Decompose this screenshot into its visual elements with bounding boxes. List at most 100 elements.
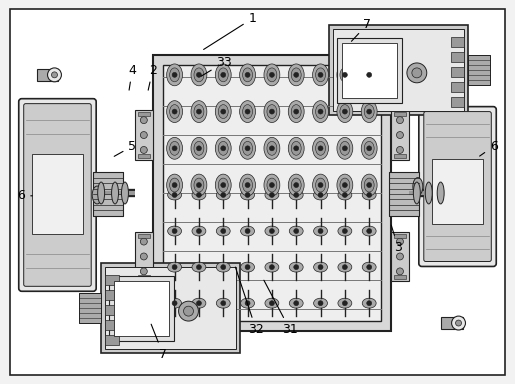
- Ellipse shape: [239, 174, 255, 196]
- Circle shape: [294, 265, 299, 270]
- Ellipse shape: [316, 104, 325, 119]
- Circle shape: [452, 316, 466, 330]
- Circle shape: [172, 228, 177, 233]
- Bar: [394, 112, 406, 116]
- Ellipse shape: [241, 262, 254, 272]
- FancyBboxPatch shape: [419, 107, 496, 266]
- Bar: [105, 267, 236, 349]
- Bar: [342, 43, 397, 98]
- Circle shape: [141, 238, 147, 245]
- Ellipse shape: [265, 262, 279, 272]
- Bar: [109, 276, 174, 341]
- Circle shape: [342, 192, 347, 197]
- Circle shape: [397, 146, 403, 154]
- Bar: [153, 55, 391, 331]
- Ellipse shape: [338, 298, 352, 308]
- Ellipse shape: [313, 101, 329, 122]
- Circle shape: [47, 68, 61, 82]
- Circle shape: [342, 109, 347, 114]
- Circle shape: [318, 265, 323, 270]
- Ellipse shape: [265, 226, 279, 236]
- Ellipse shape: [192, 298, 206, 308]
- Circle shape: [196, 192, 201, 197]
- Ellipse shape: [338, 190, 352, 200]
- Ellipse shape: [241, 226, 254, 236]
- Text: 1: 1: [203, 12, 256, 50]
- Circle shape: [52, 72, 58, 78]
- Circle shape: [221, 182, 226, 187]
- Circle shape: [221, 146, 226, 151]
- Ellipse shape: [291, 104, 301, 119]
- Bar: [138, 233, 150, 238]
- Circle shape: [141, 146, 147, 154]
- Ellipse shape: [192, 190, 206, 200]
- Ellipse shape: [316, 141, 325, 155]
- Circle shape: [196, 301, 201, 306]
- Ellipse shape: [313, 64, 329, 86]
- Ellipse shape: [216, 262, 230, 272]
- Text: 2: 2: [148, 63, 157, 90]
- Text: 31: 31: [264, 280, 298, 336]
- Circle shape: [196, 109, 201, 114]
- Ellipse shape: [98, 182, 105, 204]
- Bar: [391, 232, 409, 281]
- Ellipse shape: [191, 101, 207, 122]
- Circle shape: [245, 192, 250, 197]
- Circle shape: [397, 268, 403, 275]
- Ellipse shape: [243, 178, 252, 192]
- Ellipse shape: [289, 226, 303, 236]
- Circle shape: [342, 72, 347, 77]
- Bar: [451, 97, 465, 107]
- Ellipse shape: [289, 190, 303, 200]
- Ellipse shape: [192, 226, 206, 236]
- Ellipse shape: [169, 141, 180, 155]
- Ellipse shape: [264, 174, 280, 196]
- Ellipse shape: [364, 141, 374, 155]
- Ellipse shape: [215, 64, 231, 86]
- Circle shape: [245, 301, 250, 306]
- Bar: [389, 172, 419, 216]
- Circle shape: [172, 182, 177, 187]
- Ellipse shape: [167, 64, 182, 86]
- Bar: [114, 281, 168, 336]
- Circle shape: [342, 228, 347, 233]
- Ellipse shape: [291, 68, 301, 82]
- Circle shape: [294, 192, 299, 197]
- Circle shape: [269, 146, 274, 151]
- Bar: [105, 275, 119, 285]
- Ellipse shape: [241, 298, 254, 308]
- Bar: [394, 233, 406, 238]
- Bar: [138, 275, 150, 279]
- Ellipse shape: [364, 68, 374, 82]
- Circle shape: [179, 301, 198, 321]
- Ellipse shape: [167, 137, 182, 159]
- Circle shape: [294, 228, 299, 233]
- Ellipse shape: [264, 101, 280, 122]
- Ellipse shape: [168, 226, 182, 236]
- Circle shape: [245, 109, 250, 114]
- Text: 5: 5: [114, 140, 136, 156]
- Ellipse shape: [122, 182, 128, 204]
- Ellipse shape: [265, 190, 279, 200]
- Bar: [101, 263, 240, 353]
- Bar: [105, 320, 119, 330]
- Bar: [451, 37, 465, 47]
- Circle shape: [221, 301, 226, 306]
- Circle shape: [269, 192, 274, 197]
- Ellipse shape: [267, 104, 277, 119]
- Ellipse shape: [288, 174, 304, 196]
- Circle shape: [245, 265, 250, 270]
- Ellipse shape: [215, 174, 231, 196]
- Ellipse shape: [168, 298, 182, 308]
- Ellipse shape: [218, 104, 228, 119]
- Ellipse shape: [337, 101, 353, 122]
- FancyBboxPatch shape: [424, 112, 491, 262]
- Ellipse shape: [218, 68, 228, 82]
- Ellipse shape: [337, 64, 353, 86]
- Ellipse shape: [288, 64, 304, 86]
- Ellipse shape: [340, 141, 350, 155]
- Ellipse shape: [362, 190, 376, 200]
- Text: 7: 7: [351, 18, 371, 41]
- Ellipse shape: [243, 104, 252, 119]
- Circle shape: [318, 228, 323, 233]
